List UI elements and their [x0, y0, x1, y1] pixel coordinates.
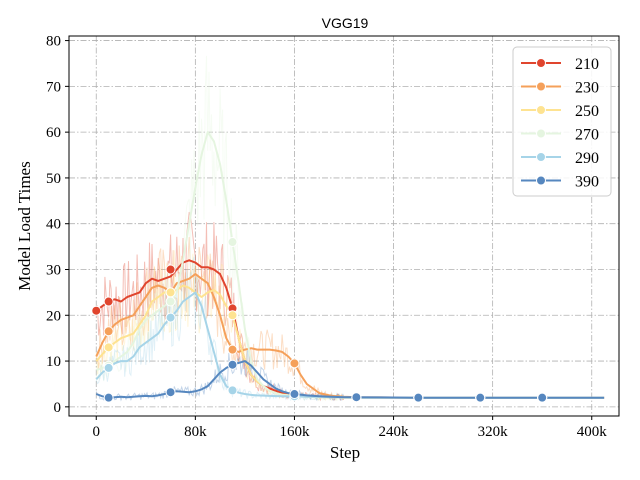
series-marker-390: [227, 359, 238, 370]
series-marker-210: [103, 296, 114, 307]
series-marker-210: [91, 305, 102, 316]
series-marker-250: [227, 310, 238, 321]
series-line-390: [95, 360, 605, 399]
series-marker-390: [413, 392, 424, 403]
series-marker-250: [103, 342, 114, 353]
axis-ticks: 0 80k 160k 240k 320k 400k 0 10 20 30 40 50 60 70 80: [46, 34, 607, 440]
y-axis-label: Model Load Times: [15, 161, 34, 290]
series-marker-390: [165, 387, 176, 398]
series-marker-270: [227, 237, 238, 248]
legend-label-290: 290: [575, 150, 599, 167]
y-tick-label: 50: [46, 171, 61, 187]
series-marker-230: [103, 326, 114, 337]
x-tick-label: 0: [93, 424, 101, 440]
chart-title: VGG19: [322, 15, 369, 31]
series-marker-390: [289, 389, 300, 400]
plot-frame: [68, 35, 620, 417]
x-tick-label: 400k: [577, 424, 608, 440]
series-marker-270: [165, 296, 176, 307]
y-tick-label: 60: [46, 125, 61, 141]
series-marker-230: [289, 358, 300, 369]
legend-swatch-marker: [536, 81, 546, 92]
y-tick-label: 20: [46, 308, 61, 324]
legend-swatch-marker: [536, 105, 546, 115]
series-marker-250: [165, 287, 176, 298]
series-markers: [91, 237, 548, 403]
legend-swatch-marker: [536, 128, 546, 139]
y-tick-label: 70: [46, 79, 61, 95]
x-tick-label: 80k: [184, 424, 207, 440]
y-tick-label: 80: [46, 34, 61, 50]
series-marker-230: [227, 344, 238, 355]
y-tick-label: 40: [46, 217, 61, 233]
series-marker-210: [165, 264, 176, 275]
y-tick-label: 30: [46, 262, 61, 278]
raw-traces: [95, 55, 345, 402]
series-marker-390: [351, 392, 362, 403]
legend-swatch-marker: [536, 152, 546, 162]
x-tick-label: 160k: [279, 424, 310, 440]
raw-trace-230: [95, 236, 345, 401]
series-marker-290: [103, 362, 114, 373]
y-tick-label: 10: [46, 354, 61, 370]
legend-label-270: 270: [575, 127, 599, 144]
legend-swatch-marker: [536, 175, 546, 186]
series-marker-390: [103, 392, 114, 403]
series-lines: [95, 131, 605, 399]
series-marker-290: [165, 312, 176, 323]
raw-trace-270: [95, 55, 345, 402]
series-marker-390: [537, 392, 548, 403]
legend-label-210: 210: [575, 56, 599, 73]
x-axis-label: Step: [330, 443, 360, 462]
series-line-230: [95, 273, 605, 399]
legend-swatch-marker: [536, 58, 546, 68]
x-tick-label: 240k: [379, 424, 410, 440]
series-marker-390: [475, 392, 486, 403]
legend-label-230: 230: [575, 80, 599, 97]
x-tick-label: 320k: [478, 424, 509, 440]
series-marker-290: [227, 385, 238, 396]
legend: 210 230 250 270 290 390: [512, 46, 612, 197]
y-tick-label: 0: [54, 400, 62, 416]
legend-label-390: 390: [575, 174, 599, 191]
legend-label-250: 250: [575, 103, 599, 120]
